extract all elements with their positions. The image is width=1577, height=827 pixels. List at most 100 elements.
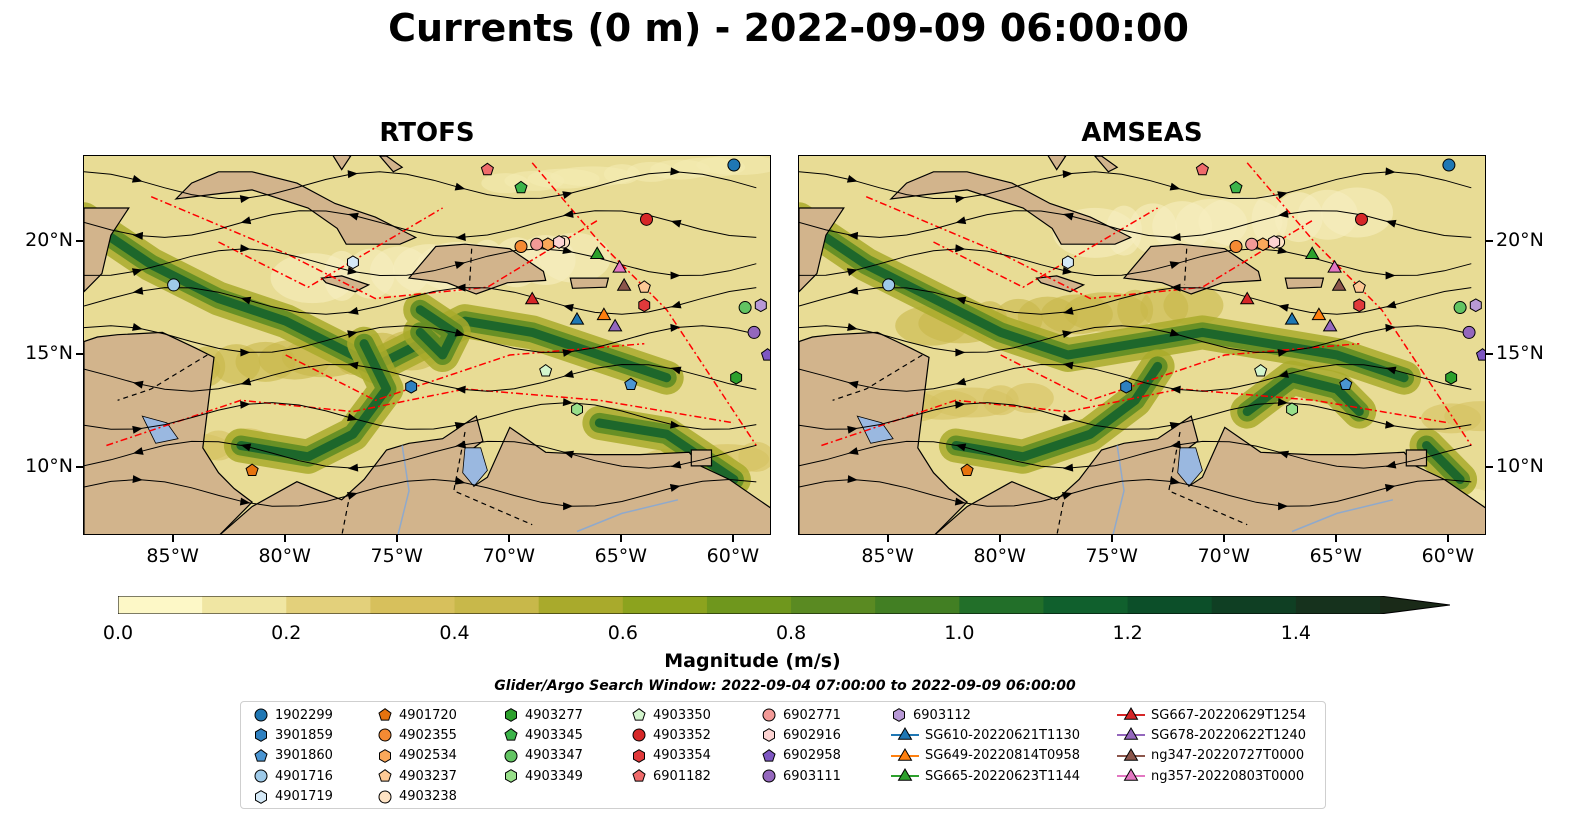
- rtofs-map-panel: [83, 155, 771, 535]
- legend-marker: [897, 727, 913, 741]
- legend-label: SG678-20220622T1240: [1151, 727, 1307, 743]
- streamline-arrow: [1169, 476, 1181, 485]
- river: [576, 499, 679, 533]
- streamline-arrow: [955, 296, 967, 305]
- legend-marker-circle-icon: [632, 728, 646, 742]
- streamline: [799, 325, 1472, 353]
- x-tick-label: 80°W: [973, 545, 1026, 567]
- legend-item: SG649-20220814T0958: [891, 747, 1080, 765]
- legend-label: 6903112: [913, 707, 971, 723]
- observation-marker-1902299: [1442, 158, 1456, 172]
- streamline-arrow: [132, 475, 143, 484]
- colorbar-tick-label: 0.8: [775, 622, 807, 644]
- eez-boundary: [865, 196, 1315, 300]
- streamline-arrow: [240, 443, 252, 452]
- colorbar-segment: [454, 596, 540, 614]
- colorbar-segment: [1127, 596, 1213, 614]
- streamline-arrow: [563, 450, 574, 459]
- observation-marker-4901719: [1062, 255, 1074, 270]
- legend-label: 6903111: [783, 768, 841, 784]
- legend-marker: [893, 708, 905, 722]
- legend-item: 4903350: [631, 706, 711, 724]
- colorbar-tick-label: 0.4: [439, 622, 470, 644]
- observation-marker-4903345: [1229, 180, 1243, 194]
- legend-item: SG665-20220623T1144: [891, 767, 1080, 785]
- streamline: [799, 440, 1472, 469]
- streamline-arrow: [131, 174, 143, 183]
- legend-marker-triangle-icon: [891, 727, 919, 741]
- observation-marker-sg665-20220623t1144: [589, 246, 605, 259]
- legend-label: 4903345: [525, 727, 583, 743]
- streamline-arrow: [347, 463, 359, 472]
- streamline-arrow: [846, 174, 858, 183]
- observation-marker-6902958: [1475, 348, 1485, 361]
- colorbar-tick-label: 1.0: [944, 622, 975, 644]
- current-jet: [1422, 441, 1465, 484]
- legend-marker: [897, 747, 913, 761]
- observation-marker-3901860: [1339, 377, 1353, 390]
- legend-item: 4901719: [253, 788, 333, 806]
- legend-marker: [762, 769, 776, 783]
- streamline-arrow: [1063, 212, 1074, 221]
- streamline-arrow: [670, 420, 681, 429]
- streamline-arrow: [563, 502, 574, 511]
- colorbar-segment: [370, 596, 456, 614]
- x-tick: [731, 535, 734, 542]
- legend-item: 4903354: [631, 747, 711, 765]
- legend-label: SG665-20220623T1144: [925, 768, 1081, 784]
- current-jet: [799, 214, 1409, 383]
- legend-label: SG667-20220629T1254: [1151, 707, 1307, 723]
- observation-marker-4903349: [571, 402, 583, 417]
- streamline-arrow: [1277, 398, 1289, 407]
- streamline-arrow: [1385, 167, 1396, 176]
- legend-label: SG649-20220814T0958: [925, 748, 1081, 764]
- legend-marker-circle-icon: [378, 790, 392, 804]
- legend-marker-triangle-icon: [891, 768, 919, 781]
- legend-label: SG610-20220621T1130: [925, 727, 1081, 743]
- streamline-arrow: [131, 268, 143, 277]
- streamline: [799, 363, 1472, 392]
- streamline-arrow: [239, 195, 251, 204]
- streamline-arrow: [455, 283, 466, 292]
- observation-marker-3901859: [405, 379, 418, 394]
- legend-label: 3901859: [275, 727, 333, 743]
- x-tick: [998, 535, 1001, 542]
- y-tick-label: 10°N: [25, 455, 73, 478]
- x-tick: [1446, 535, 1449, 542]
- observation-marker-4901720: [245, 463, 259, 476]
- streamline-arrow: [1384, 483, 1396, 492]
- streamline-arrow: [670, 271, 681, 280]
- land-trinidad: [690, 449, 713, 467]
- legend-item: 4903349: [503, 767, 583, 785]
- observation-marker-6903112: [754, 298, 767, 313]
- colorbar-tick-label: 0.6: [607, 622, 638, 644]
- legend-marker: [255, 789, 267, 804]
- streamline-arrow: [454, 421, 466, 430]
- land-bahamas1: [332, 156, 352, 171]
- eez-boundary: [218, 207, 443, 289]
- legend-label: 4903277: [525, 707, 583, 723]
- streamline: [84, 287, 757, 315]
- observation-marker-sg665-20220623t1144: [1304, 246, 1320, 259]
- y-tick-label: 15°N: [25, 342, 73, 365]
- colorbar-tick-label: 0.0: [102, 622, 134, 644]
- lake: [856, 415, 894, 444]
- colorbar-extend-arrow: [1380, 596, 1450, 614]
- legend-marker: [632, 708, 646, 721]
- eez-boundary: [1000, 342, 1360, 402]
- legend-marker: [1123, 727, 1139, 741]
- colorbar: [118, 596, 1450, 614]
- streamline-arrow: [347, 330, 358, 339]
- legend-label: 4903349: [525, 768, 583, 784]
- streamline-arrow: [563, 370, 574, 378]
- streamline-arrow: [846, 268, 858, 277]
- eez-boundary: [106, 388, 735, 447]
- legend-item: ng347-20220727T0000: [1117, 747, 1304, 765]
- streamline-arrow: [955, 443, 967, 452]
- legend-marker-triangle-icon: [1117, 747, 1145, 761]
- observation-marker-sg678-20220622t1240: [1322, 318, 1338, 332]
- x-tick: [886, 535, 889, 542]
- legend-marker-hexagon-icon: [505, 708, 517, 722]
- streamline-arrow: [955, 216, 967, 225]
- observation-marker-6903112: [1469, 298, 1482, 313]
